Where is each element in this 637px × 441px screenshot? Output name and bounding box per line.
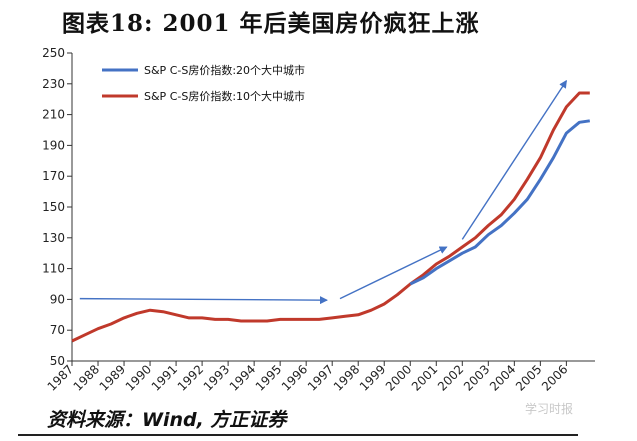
- trend-arrow: [79, 296, 328, 305]
- y-tick-label: 190: [42, 138, 65, 152]
- x-tick-label: 2001: [409, 362, 440, 393]
- x-tick-label: 1991: [149, 362, 180, 393]
- x-tick-label: 1993: [201, 362, 232, 393]
- chart-title: 图表18: 2001 年后美国房价疯狂上涨: [62, 10, 480, 37]
- source-divider: [18, 434, 578, 436]
- y-tick-label: 130: [42, 231, 65, 245]
- x-tick-label: 1995: [253, 362, 284, 393]
- y-tick-label: 90: [50, 292, 65, 306]
- x-axis: 1987198819891990199119921993199419951996…: [45, 360, 595, 394]
- legend-label: S&P C-S房价指数:20个大中城市: [144, 63, 305, 77]
- x-tick-label: 1996: [279, 362, 310, 393]
- x-tick-label: 1990: [123, 362, 154, 393]
- y-tick-label: 210: [42, 108, 65, 122]
- y-axis: 50 70 90 110 130 150 170 190 210 230 250: [42, 46, 73, 368]
- x-tick-label: 1994: [227, 362, 258, 393]
- series-line: [409, 119, 591, 286]
- x-tick-label: 1988: [71, 362, 102, 393]
- watermark: 学习时报: [525, 402, 574, 416]
- y-tick-label: 150: [42, 200, 65, 214]
- x-tick-label: 1997: [305, 362, 336, 393]
- x-tick-label: 2003: [461, 362, 492, 393]
- y-tick-label: 230: [42, 77, 65, 91]
- y-tick-label: 250: [42, 46, 65, 60]
- legend: S&P C-S房价指数:20个大中城市 S&P C-S房价指数:10个大中城市: [102, 63, 305, 103]
- x-tick-label: 2000: [383, 362, 414, 393]
- y-tick-label: 70: [50, 323, 65, 337]
- legend-label: S&P C-S房价指数:10个大中城市: [144, 89, 305, 103]
- series-line: [71, 91, 590, 343]
- x-tick-label: 2002: [435, 362, 466, 393]
- y-tick-label: 110: [42, 262, 65, 276]
- y-tick-label: 50: [50, 354, 65, 368]
- source-note: 资料来源：Wind, 方正证券: [47, 409, 287, 431]
- trend-arrow: [339, 246, 448, 300]
- trend-arrows: [79, 79, 567, 305]
- x-tick-label: 1989: [97, 362, 128, 393]
- x-tick-label: 1998: [331, 362, 362, 393]
- x-tick-label: 1992: [175, 362, 206, 393]
- x-tick-label: 2005: [513, 362, 544, 393]
- x-tick-label: 2006: [539, 362, 570, 393]
- trend-arrow: [461, 79, 567, 240]
- x-tick-label: 1999: [357, 362, 388, 393]
- y-tick-label: 170: [42, 169, 65, 183]
- series-lines: [71, 91, 591, 343]
- x-tick-label: 2004: [487, 362, 518, 393]
